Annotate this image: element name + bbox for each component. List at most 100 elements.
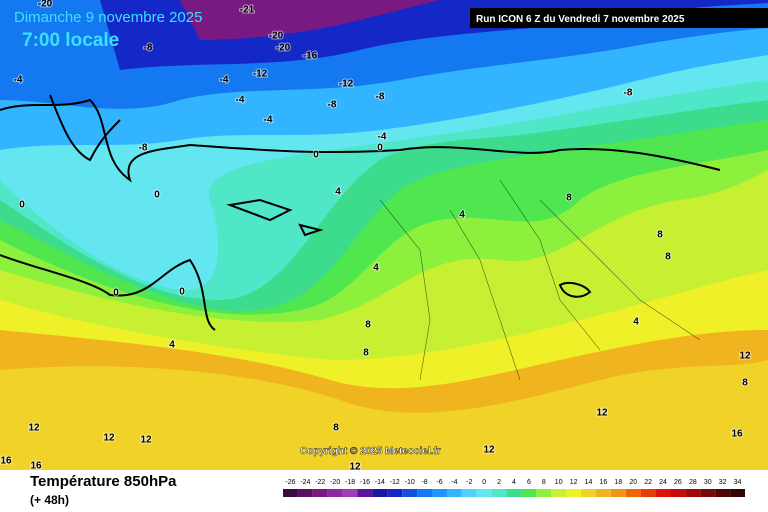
- legend-swatch: [670, 489, 686, 497]
- contour-label: 12: [483, 445, 495, 456]
- run-box: [470, 8, 768, 28]
- legend-swatch: [685, 489, 701, 497]
- legend-label: 8: [542, 479, 546, 486]
- legend-swatch: [342, 489, 358, 497]
- legend-label: 2: [497, 479, 501, 486]
- legend-label: 10: [555, 479, 563, 486]
- contour-label: -12: [253, 69, 268, 80]
- legend-label: -12: [390, 479, 400, 486]
- border: [379, 179, 701, 381]
- contour-label: 12: [140, 435, 152, 446]
- legend-swatch: [491, 489, 507, 497]
- contour-label: 8: [657, 230, 663, 241]
- legend-label: 18: [614, 479, 622, 486]
- contour-label: 0: [154, 190, 160, 201]
- map: -20-21-20-20-16-8-12-12-8-8-8-4 -4-4-4-4-…: [0, 0, 768, 470]
- copyright: Copyright © 2025 Meteociel.fr: [300, 446, 441, 457]
- legend-label: -26: [285, 479, 295, 486]
- legend-label: 14: [585, 479, 593, 486]
- legend-swatch: [312, 489, 328, 497]
- legend-label: -22: [315, 479, 325, 486]
- contour-label: 12: [739, 351, 751, 362]
- contour-label: 8: [365, 320, 371, 331]
- contour-label: -8: [328, 100, 337, 111]
- contour-label: 12: [349, 462, 361, 470]
- legend-swatch: [297, 489, 313, 497]
- contour-label: -4: [236, 95, 245, 106]
- legend-label: -10: [405, 479, 415, 486]
- legend-label: 4: [512, 479, 516, 486]
- temp-band: [0, 360, 768, 470]
- legend-swatch: [581, 489, 596, 497]
- coastline: [0, 98, 721, 183]
- legend-label: -8: [421, 479, 427, 486]
- legend-label: 22: [644, 479, 652, 486]
- contour-label: 8: [566, 193, 572, 204]
- legend-swatch: [283, 489, 298, 497]
- legend-label: 6: [527, 479, 531, 486]
- legend-swatch: [387, 489, 403, 497]
- legend-label: 28: [689, 479, 697, 486]
- legend-swatch: [372, 489, 388, 497]
- legend-label: 12: [570, 479, 578, 486]
- contour-label: 0: [313, 150, 319, 161]
- contour-label: 16: [30, 461, 42, 470]
- contour-label: 0: [377, 143, 383, 154]
- coastline: [49, 94, 121, 162]
- contour-label: -20: [269, 31, 284, 42]
- temp-band: [180, 0, 440, 40]
- contour-label: -4: [378, 132, 387, 143]
- contour-label: 8: [742, 378, 748, 389]
- contour-label: -4: [264, 115, 273, 126]
- contour-label: -12: [339, 79, 354, 90]
- legend-label: 34: [734, 479, 742, 486]
- time-subtitle: 7:00 locale: [22, 30, 119, 51]
- contour-label: -8: [624, 88, 633, 99]
- island: [226, 198, 324, 237]
- date-title: Dimanche 9 novembre 2025: [14, 9, 202, 26]
- legend-label: -6: [436, 479, 442, 486]
- lake: [558, 282, 592, 298]
- contour-label: 16: [731, 429, 743, 440]
- footer: Température 850hPa (+ 48h) -26 -24 -22 -20-…: [30, 473, 745, 507]
- contour-label: -16: [303, 51, 318, 62]
- contour-label: -4: [14, 75, 23, 86]
- contour-label: 8: [333, 423, 339, 434]
- legend-label: 26: [674, 479, 682, 486]
- legend-swatch: [610, 489, 626, 497]
- legend-swatch: [730, 489, 745, 497]
- contour-label: 0: [113, 288, 119, 299]
- legend-swatch: [700, 489, 716, 497]
- legend-label: 0: [482, 479, 486, 486]
- legend-swatch: [655, 489, 671, 497]
- legend-label: 20: [629, 479, 637, 486]
- contour-label: -20: [276, 43, 291, 54]
- run-info: Run ICON 6 Z du Vendredi 7 novembre 2025: [476, 14, 685, 25]
- legend-swatch: [506, 489, 522, 497]
- coastlines: [0, 94, 721, 331]
- legend-label: -20: [330, 479, 340, 486]
- borders: [379, 179, 701, 381]
- contour-label: 4: [373, 263, 379, 274]
- contour-label: 12: [596, 408, 608, 419]
- contour-label: 8: [665, 252, 671, 263]
- coastline: [0, 254, 216, 331]
- contour-label: -8: [376, 92, 385, 103]
- legend-label: 32: [719, 479, 727, 486]
- legend-label: -2: [466, 479, 472, 486]
- legend-swatch: [402, 489, 418, 497]
- footer-subtitle: (+ 48h): [30, 493, 69, 507]
- contour-label: -8: [139, 143, 148, 154]
- legend-label: 16: [600, 479, 608, 486]
- contour-label: 4: [169, 340, 175, 351]
- legend-swatch: [566, 489, 582, 497]
- legend-label: -18: [345, 479, 355, 486]
- legend-label: -24: [300, 479, 310, 486]
- legend-swatch: [446, 489, 462, 497]
- contour-label: 8: [363, 348, 369, 359]
- legend-swatch: [640, 489, 656, 497]
- footer-title: Température 850hPa: [30, 473, 177, 490]
- legend-swatch: [715, 489, 731, 497]
- contour-label: 16: [0, 456, 12, 467]
